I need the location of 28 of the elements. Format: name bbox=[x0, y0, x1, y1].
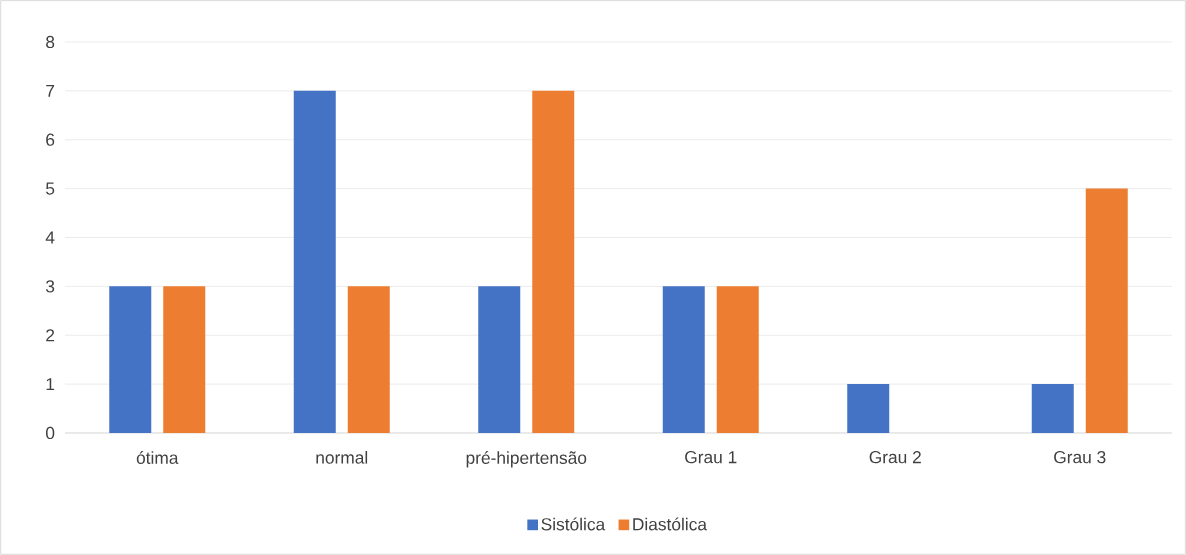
bar bbox=[1085, 188, 1128, 433]
bar bbox=[1031, 384, 1074, 433]
legend-label: Sistólica bbox=[541, 517, 606, 531]
y-tick-label: 6 bbox=[46, 133, 55, 146]
bar bbox=[293, 90, 336, 433]
bar bbox=[347, 286, 390, 433]
legend-label: Diastólica bbox=[633, 517, 707, 531]
bar bbox=[847, 384, 890, 433]
bar bbox=[478, 286, 521, 433]
y-tick-label: 4 bbox=[45, 231, 55, 244]
y-tick-label: 3 bbox=[45, 280, 55, 293]
x-tick-label: Grau 1 bbox=[685, 451, 737, 464]
y-tick-label: 8 bbox=[46, 35, 55, 49]
bar bbox=[532, 90, 575, 433]
y-tick-label: 0 bbox=[45, 426, 55, 440]
x-tick-label: ótima bbox=[136, 451, 179, 464]
bar bbox=[109, 286, 152, 433]
y-tick-label: 1 bbox=[46, 378, 55, 391]
x-tick-label: Grau 3 bbox=[1054, 451, 1106, 464]
bar bbox=[716, 286, 759, 433]
x-tick-label: pré-hipertensão bbox=[466, 451, 587, 468]
x-tick-label: normal bbox=[316, 451, 368, 464]
bar bbox=[662, 286, 705, 433]
x-tick-label: Grau 2 bbox=[869, 451, 921, 464]
y-tick-label: 2 bbox=[46, 329, 55, 342]
y-tick-label: 5 bbox=[46, 182, 55, 195]
y-tick-label: 7 bbox=[46, 84, 55, 97]
bar bbox=[163, 286, 206, 433]
